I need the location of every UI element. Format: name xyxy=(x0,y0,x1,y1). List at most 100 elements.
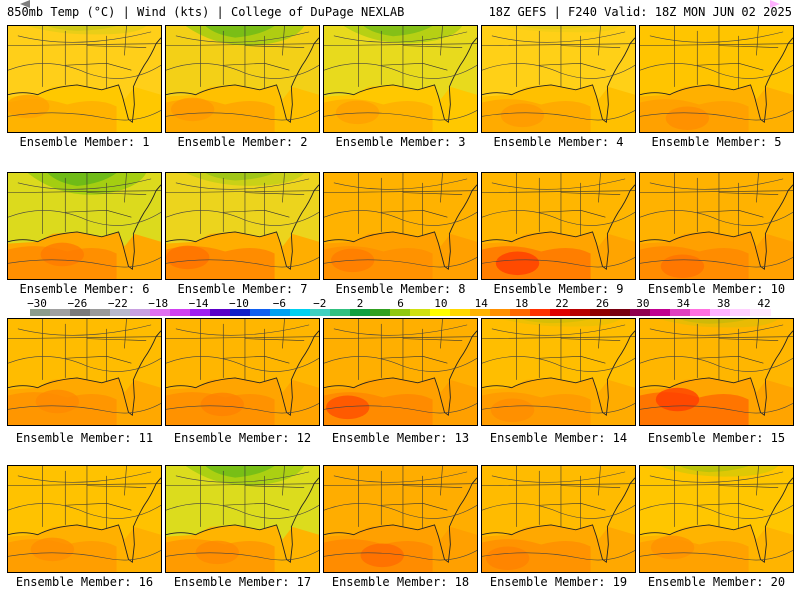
ensemble-map-panel xyxy=(481,465,636,573)
colorbar-tick-label: 34 xyxy=(676,297,690,310)
colorbar-segment xyxy=(90,309,111,316)
ensemble-map-panel xyxy=(165,25,320,133)
colorbar-tick-label: −22 xyxy=(107,297,128,310)
ensemble-map-panel xyxy=(323,25,478,133)
ensemble-member-label: Ensemble Member: 17 xyxy=(173,575,312,589)
ensemble-map-panel xyxy=(639,465,794,573)
colorbar-tick-label: 30 xyxy=(636,297,650,310)
ensemble-map-panel xyxy=(165,172,320,280)
ensemble-member-label: Ensemble Member: 14 xyxy=(489,431,628,445)
ensemble-member-label: Ensemble Member: 19 xyxy=(489,575,628,589)
colorbar-tick-label: −30 xyxy=(27,297,47,310)
colorbar-segment xyxy=(310,309,331,316)
colorbar-segment xyxy=(490,309,511,316)
colorbar-segment xyxy=(130,309,151,316)
ensemble-member-label: Ensemble Member: 18 xyxy=(331,575,470,589)
colorbar-segment xyxy=(250,309,271,316)
colorbar-segment xyxy=(470,309,491,316)
colorbar-segment xyxy=(50,309,71,316)
ensemble-map-panel xyxy=(7,465,162,573)
colorbar-tick-label: −2 xyxy=(313,297,327,310)
colorbar-segment xyxy=(670,309,691,316)
ensemble-member-label: Ensemble Member: 12 xyxy=(173,431,312,445)
colorbar-segment xyxy=(430,309,451,316)
ensemble-member-label: Ensemble Member: 1 xyxy=(19,135,150,149)
colorbar-segment xyxy=(210,309,231,316)
colorbar-segment xyxy=(190,309,211,316)
ensemble-member-label: Ensemble Member: 3 xyxy=(335,135,466,149)
colorbar-segment xyxy=(610,309,631,316)
ensemble-member-label: Ensemble Member: 15 xyxy=(647,431,786,445)
ensemble-member-label: Ensemble Member: 20 xyxy=(647,575,786,589)
ensemble-member-label: Ensemble Member: 5 xyxy=(651,135,782,149)
colorbar-segment xyxy=(370,309,391,316)
colorbar-tick-label: 22 xyxy=(555,297,569,310)
ensemble-map-panel xyxy=(481,25,636,133)
colorbar-segment xyxy=(750,309,771,316)
colorbar-segment xyxy=(110,309,131,316)
colorbar-segment xyxy=(270,309,291,316)
ensemble-member-label: Ensemble Member: 2 xyxy=(177,135,308,149)
colorbar-segment xyxy=(330,309,351,316)
colorbar-tick-label: 2 xyxy=(356,297,364,310)
ensemble-map-panel xyxy=(639,25,794,133)
colorbar-segment xyxy=(450,309,471,316)
colorbar-segment xyxy=(590,309,611,316)
ensemble-member-label: Ensemble Member: 7 xyxy=(177,282,308,296)
colorbar-tick-label: 6 xyxy=(397,297,404,310)
colorbar-tick-label: 10 xyxy=(434,297,448,310)
colorbar-segment xyxy=(550,309,571,316)
ensemble-map-panel xyxy=(481,318,636,426)
ensemble-member-label: Ensemble Member: 8 xyxy=(335,282,466,296)
colorbar-segment xyxy=(630,309,651,316)
colorbar-tick-label: 26 xyxy=(595,297,610,310)
colorbar-segment xyxy=(30,309,51,316)
ensemble-map-panel xyxy=(481,172,636,280)
colorbar-left-arrow xyxy=(20,0,30,8)
colorbar-tick-label: 38 xyxy=(716,297,731,310)
ensemble-member-label: Ensemble Member: 16 xyxy=(15,575,154,589)
colorbar-segment xyxy=(570,309,591,316)
ensemble-map-panel xyxy=(639,172,794,280)
colorbar-segment xyxy=(390,309,411,316)
colorbar-right-arrow xyxy=(770,0,780,8)
colorbar-segment xyxy=(530,309,551,316)
ensemble-map-panel xyxy=(323,465,478,573)
ensemble-member-label: Ensemble Member: 11 xyxy=(15,431,154,445)
colorbar-segment xyxy=(350,309,371,316)
ensemble-map-panel xyxy=(639,318,794,426)
ensemble-member-label: Ensemble Member: 6 xyxy=(19,282,150,296)
colorbar-tick-label: −18 xyxy=(148,297,169,310)
colorbar-segment xyxy=(150,309,171,316)
colorbar-segment xyxy=(290,309,311,316)
colorbar-segment xyxy=(70,309,91,316)
ensemble-map-panel xyxy=(7,172,162,280)
chart-title: 850mb Temp (°C) | Wind (kts) | College o… xyxy=(7,5,405,19)
ensemble-member-label: Ensemble Member: 4 xyxy=(493,135,624,149)
colorbar-tick-label: −6 xyxy=(272,297,286,310)
ensemble-map-panel xyxy=(323,172,478,280)
ensemble-member-label: Ensemble Member: 10 xyxy=(647,282,786,296)
run-valid-time: 18Z GEFS | F240 Valid: 18Z MON JUN 02 20… xyxy=(488,5,792,19)
colorbar-tick-label: −26 xyxy=(67,297,88,310)
colorbar-segment xyxy=(730,309,751,316)
colorbar-tick-label: 18 xyxy=(515,297,529,310)
colorbar-segment xyxy=(710,309,731,316)
colorbar-tick-label: −10 xyxy=(229,297,249,310)
colorbar-tick-label: 42 xyxy=(757,297,771,310)
ensemble-map-panel xyxy=(7,318,162,426)
colorbar-segment xyxy=(510,309,531,316)
colorbar-segment xyxy=(650,309,671,316)
ensemble-map-panel xyxy=(7,25,162,133)
colorbar-segment xyxy=(410,309,431,316)
colorbar-tick-label: −14 xyxy=(188,297,209,310)
ensemble-member-label: Ensemble Member: 13 xyxy=(331,431,470,445)
temperature-colorbar xyxy=(30,309,771,316)
ensemble-map-panel xyxy=(165,465,320,573)
colorbar-tick-label: 14 xyxy=(474,297,488,310)
ensemble-map-panel xyxy=(323,318,478,426)
ensemble-member-label: Ensemble Member: 9 xyxy=(493,282,624,296)
ensemble-map-panel xyxy=(165,318,320,426)
colorbar-segment xyxy=(230,309,251,316)
colorbar-segment xyxy=(170,309,191,316)
